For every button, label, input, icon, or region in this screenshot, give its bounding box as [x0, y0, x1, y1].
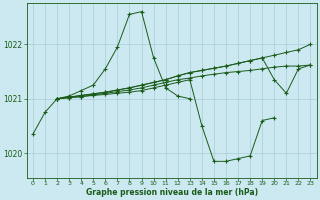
X-axis label: Graphe pression niveau de la mer (hPa): Graphe pression niveau de la mer (hPa) [86, 188, 258, 197]
